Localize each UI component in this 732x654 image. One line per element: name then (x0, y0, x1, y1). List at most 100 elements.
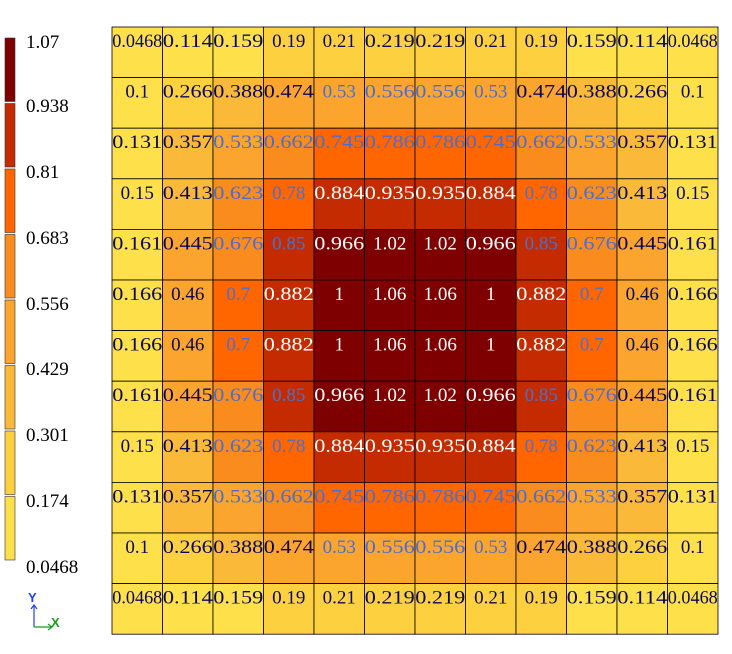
heatmap-cell-label-r0-c3: 0.19 (272, 31, 305, 52)
heatmap-cell-label-r8-c10: 0.413 (617, 436, 667, 457)
heatmap-cell-label-r7-c1: 0.445 (163, 385, 213, 406)
heatmap-cell-label-r4-c9: 0.676 (567, 233, 617, 254)
heatmap-cell-label-r2-c3: 0.662 (264, 132, 314, 153)
heatmap-cell-r1-c4 (313, 77, 365, 129)
heatmap-cell-label-r5-c6: 1.06 (424, 284, 457, 305)
heatmap-cell-label-r9-c5: 0.786 (365, 486, 415, 507)
heatmap-cell-label-r2-c7: 0.745 (466, 132, 516, 153)
heatmap-cell-r1-c3 (263, 77, 315, 129)
heatmap-cell-label-r8-c7: 0.884 (466, 436, 517, 457)
heatmap-cell-r3-c0 (111, 178, 163, 230)
heatmap-cell-r11-c1 (162, 583, 214, 635)
heatmap-cell-r3-c10 (616, 178, 668, 230)
heatmap-cell-label-r4-c1: 0.445 (163, 233, 213, 254)
colorbar-label-8: 0.0468 (26, 557, 78, 578)
heatmap-cell-label-r11-c6: 0.219 (415, 588, 465, 609)
heatmap-cell-r9-c6 (414, 481, 466, 534)
heatmap-cell-label-r3-c4: 0.884 (314, 183, 365, 204)
heatmap-cell-label-r5-c1: 0.46 (171, 284, 204, 305)
heatmap-cell-label-r8-c4: 0.884 (314, 436, 365, 457)
heatmap-cell-label-r8-c1: 0.413 (163, 436, 213, 457)
heatmap-cell-label-r4-c2: 0.676 (213, 233, 263, 254)
heatmap-cell-r6-c8 (515, 330, 567, 382)
heatmap-cell-r10-c10 (616, 532, 668, 584)
colorbar-label-3: 0.683 (26, 228, 69, 249)
heatmap-cell-label-r7-c3: 0.85 (272, 385, 305, 406)
heatmap-cell-label-r10-c10: 0.266 (617, 537, 667, 558)
heatmap-cell-label-r2-c5: 0.786 (365, 132, 415, 153)
heatmap-cell-label-r3-c10: 0.413 (617, 183, 667, 204)
colorbar-band-2 (4, 168, 16, 233)
heatmap-cell-r0-c1 (162, 26, 214, 78)
heatmap-cell-label-r5-c10: 0.46 (626, 284, 659, 305)
heatmap-cell-label-r4-c7: 0.966 (466, 233, 516, 254)
heatmap-cell-r3-c8 (515, 178, 567, 230)
heatmap-cell-label-r0-c0: 0.0468 (112, 31, 162, 52)
heatmap-cell-r6-c5 (364, 330, 416, 382)
heatmap-cell-label-r1-c0: 0.1 (125, 82, 149, 103)
heatmap-cell-label-r10-c8: 0.474 (516, 537, 567, 558)
heatmap-cell-label-r9-c3: 0.662 (264, 486, 314, 507)
heatmap-cell-label-r2-c10: 0.357 (617, 132, 667, 153)
heatmap-cell-r3-c1 (162, 178, 214, 230)
heatmap-cell-label-r9-c0: 0.131 (112, 486, 162, 507)
heatmap-cell-label-r3-c0: 0.15 (121, 183, 154, 204)
axis-y-arrow-head (30, 604, 38, 610)
heatmap-cell-label-r0-c1: 0.114 (163, 31, 214, 52)
heatmap-cell-label-r0-c4: 0.21 (323, 31, 356, 52)
heatmap-cell-r6-c4 (313, 330, 365, 382)
heatmap-cell-label-r7-c0: 0.161 (112, 385, 162, 406)
heatmap-cell-label-r6-c9: 0.7 (580, 335, 604, 356)
heatmap-cell-r11-c11 (667, 583, 719, 635)
heatmap-cell-r5-c5 (364, 279, 416, 331)
heatmap-cell-r6-c11 (667, 330, 719, 382)
heatmap-cell-label-r10-c3: 0.474 (264, 537, 315, 558)
axis-x-arrow-head (47, 623, 53, 631)
heatmap-cell-r5-c0 (111, 279, 163, 331)
heatmap-cell-label-r1-c11: 0.1 (681, 82, 705, 103)
colorbar-label-2: 0.81 (26, 162, 59, 183)
heatmap-cell-label-r3-c5: 0.935 (365, 183, 415, 204)
heatmap-cell-label-r4-c0: 0.161 (112, 233, 162, 254)
heatmap-cell-label-r7-c8: 0.85 (525, 385, 558, 406)
heatmap-cell-label-r7-c4: 0.966 (314, 385, 364, 406)
heatmap-cell-r5-c7 (465, 279, 517, 331)
heatmap-cell-r10-c6 (414, 532, 466, 584)
heatmap-cell-label-r11-c5: 0.219 (365, 588, 415, 609)
colorbar-band-6 (4, 430, 16, 495)
heatmap-cell-label-r8-c0: 0.15 (121, 436, 154, 457)
heatmap-cell-r4-c1 (162, 228, 214, 281)
heatmap-cell-label-r5-c0: 0.166 (112, 284, 162, 305)
heatmap-cell-r0-c2 (212, 26, 264, 78)
heatmap-cell-r0-c9 (566, 26, 618, 78)
heatmap-cell-label-r8-c6: 0.935 (415, 436, 465, 457)
heatmap-cell-label-r0-c2: 0.159 (213, 31, 263, 52)
heatmap-cell-r9-c9 (566, 481, 618, 534)
heatmap-cell-label-r8-c2: 0.623 (213, 436, 263, 457)
heatmap-cell-label-r1-c2: 0.388 (213, 82, 263, 103)
heatmap-cell-label-r1-c8: 0.474 (516, 82, 567, 103)
heatmap-cell-r4-c6 (414, 228, 466, 281)
heatmap-cell-r5-c6 (414, 279, 466, 331)
axis-triad: Y X (28, 590, 60, 631)
heatmap-cell-label-r11-c1: 0.114 (163, 588, 214, 609)
heatmap-cell-label-r4-c4: 0.966 (314, 233, 364, 254)
heatmap-cell-r7-c2 (212, 380, 264, 433)
heatmap-cell-label-r10-c5: 0.556 (365, 537, 415, 558)
heatmap-cell-label-r11-c0: 0.0468 (112, 588, 162, 609)
heatmap-cell-label-r3-c1: 0.413 (163, 183, 213, 204)
heatmap-cell-label-r2-c9: 0.533 (567, 132, 617, 153)
heatmap-cell-label-r9-c1: 0.357 (163, 486, 213, 507)
heatmap-cell-label-r5-c4: 1 (335, 284, 345, 305)
heatmap-cell-label-r0-c7: 0.21 (474, 31, 507, 52)
heatmap-cell-r7-c6 (414, 380, 466, 433)
heatmap-cell-r10-c9 (566, 532, 618, 584)
heatmap-cell-r7-c4 (313, 380, 365, 433)
heatmap-cell-r1-c8 (515, 77, 567, 129)
heatmap-cell-r5-c9 (566, 279, 618, 331)
heatmap-cell-label-r1-c6: 0.556 (415, 82, 465, 103)
colorbar-band-0 (4, 37, 16, 102)
heatmap-cell-label-r2-c4: 0.745 (314, 132, 364, 153)
heatmap-cell-label-r10-c1: 0.266 (163, 537, 213, 558)
